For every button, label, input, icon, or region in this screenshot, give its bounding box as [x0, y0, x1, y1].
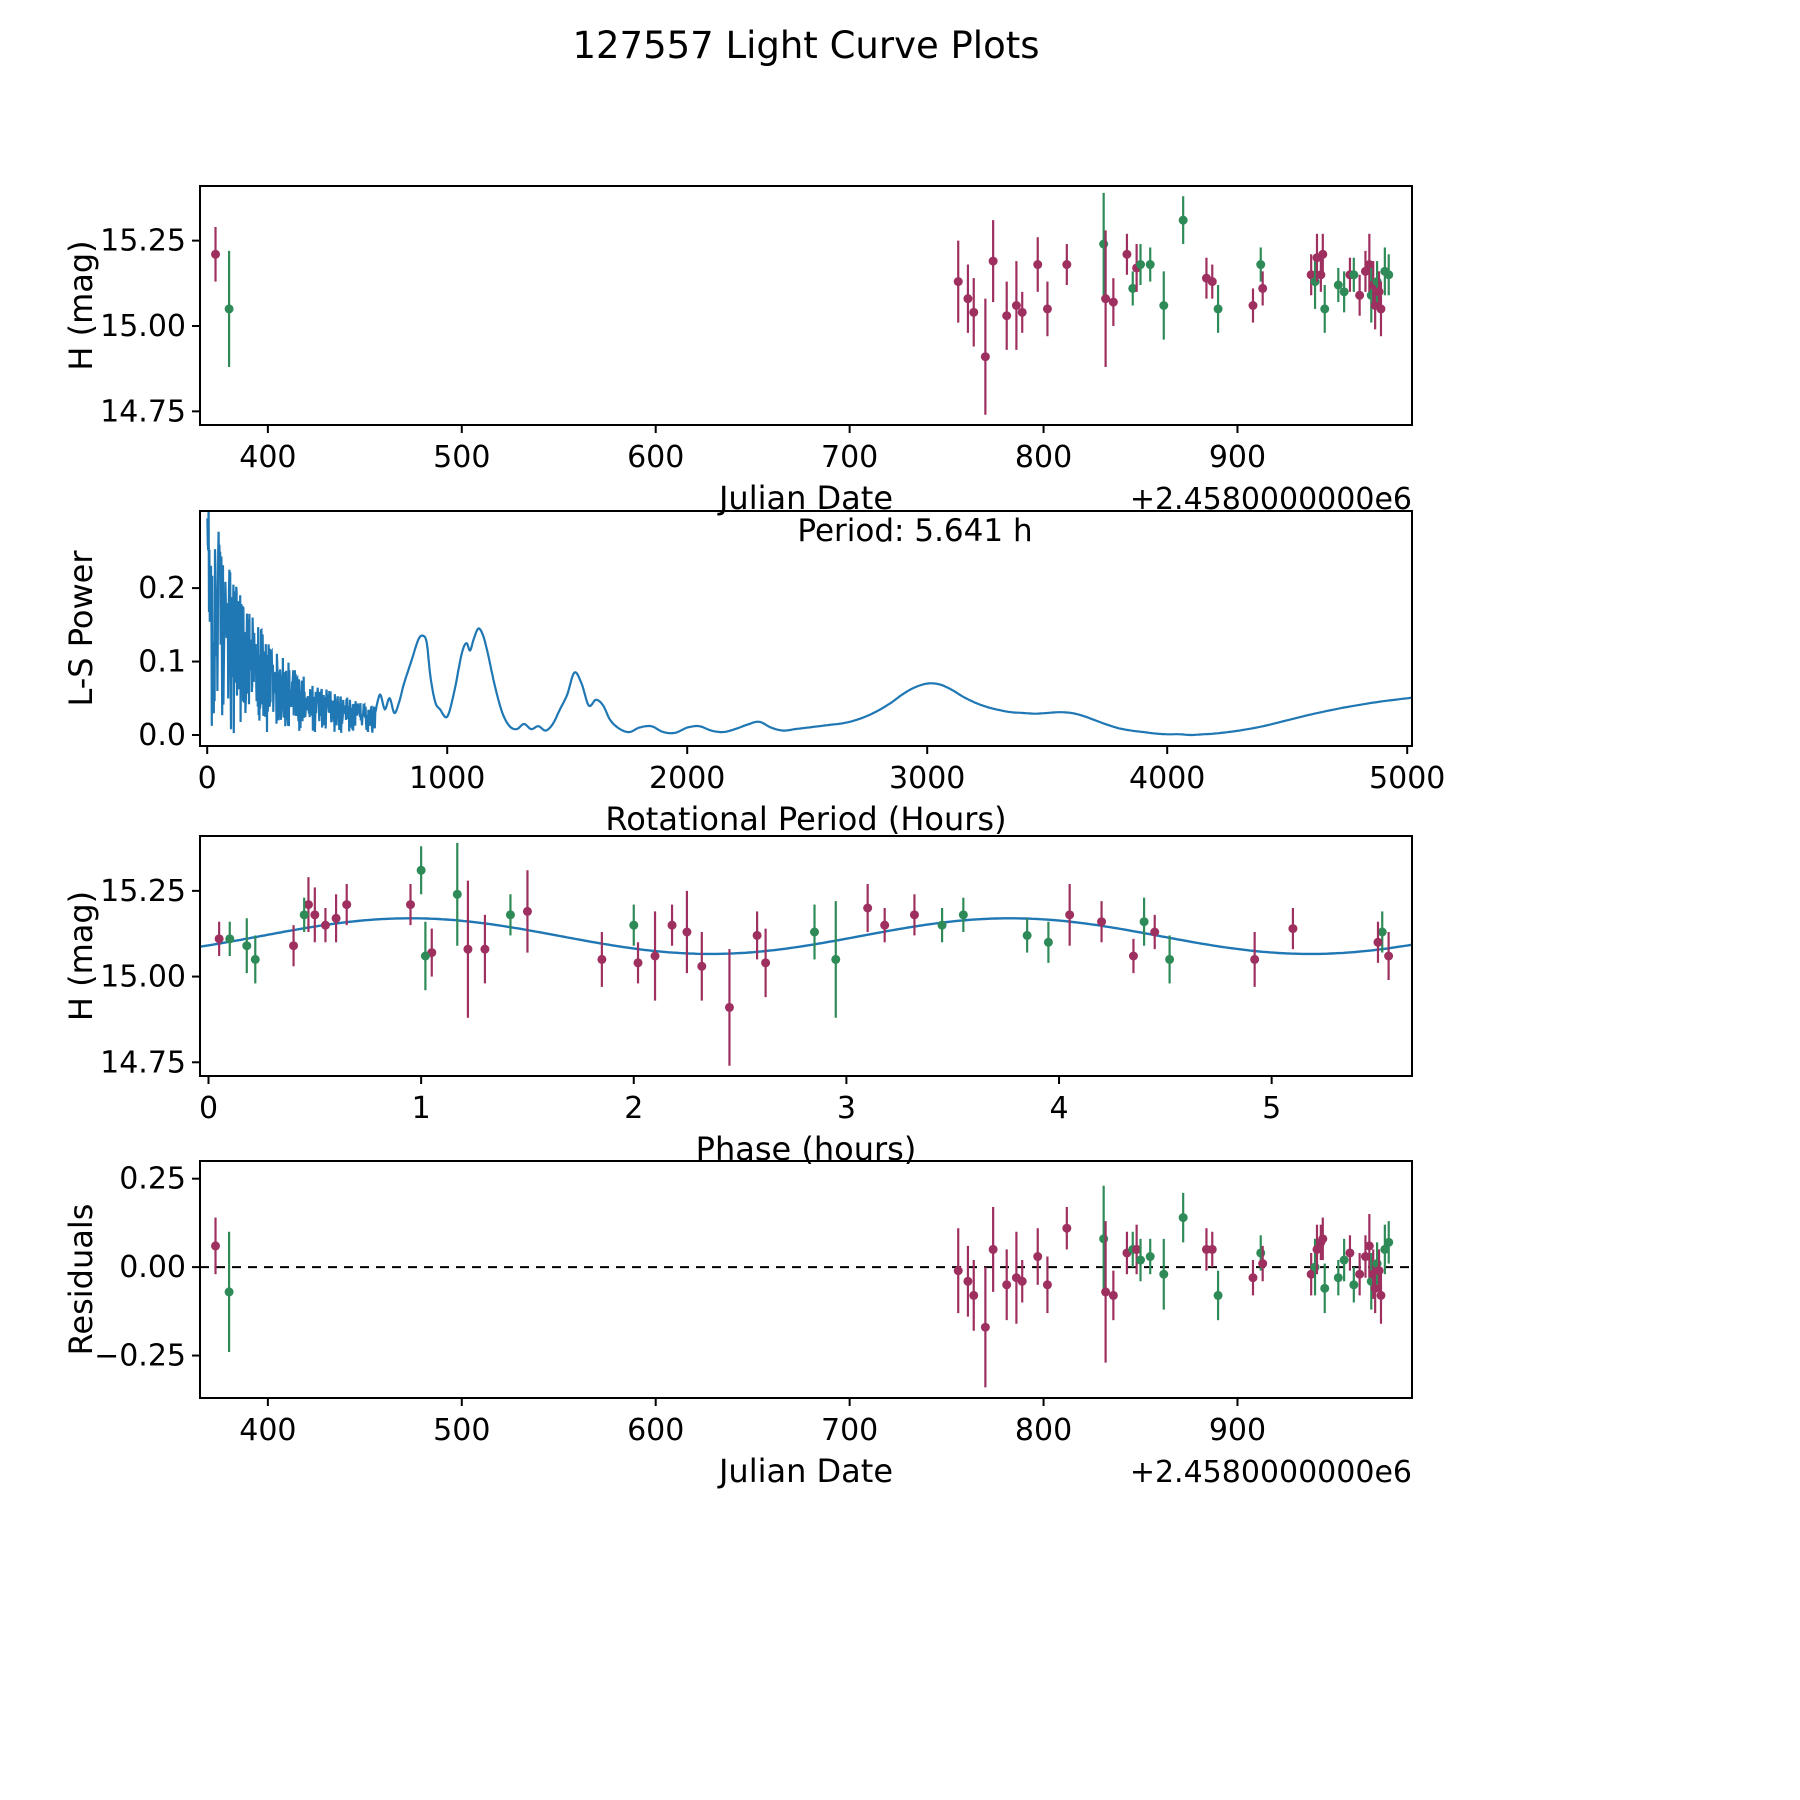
- svg-text:H (mag): H (mag): [62, 891, 100, 1021]
- svg-text:0.25: 0.25: [119, 1162, 186, 1197]
- svg-text:700: 700: [821, 1413, 878, 1448]
- svg-text:15.00: 15.00: [100, 309, 186, 344]
- svg-text:2: 2: [624, 1091, 643, 1126]
- svg-text:900: 900: [1209, 440, 1266, 475]
- svg-text:500: 500: [433, 1413, 490, 1448]
- svg-text:0.00: 0.00: [119, 1250, 186, 1285]
- svg-text:2000: 2000: [649, 761, 725, 796]
- svg-text:4: 4: [1049, 1091, 1068, 1126]
- svg-text:14.75: 14.75: [100, 394, 186, 429]
- svg-text:700: 700: [821, 440, 878, 475]
- svg-text:15.25: 15.25: [100, 874, 186, 909]
- period-annotation: Period: 5.641 h: [797, 513, 1033, 549]
- svg-text:15.25: 15.25: [100, 224, 186, 259]
- svg-text:1000: 1000: [409, 761, 485, 796]
- svg-text:0: 0: [199, 1091, 218, 1126]
- svg-text:Julian Date: Julian Date: [717, 1452, 893, 1490]
- svg-text:0.1: 0.1: [138, 645, 186, 680]
- svg-text:5: 5: [1262, 1091, 1281, 1126]
- svg-text:0: 0: [198, 761, 217, 796]
- svg-text:400: 400: [239, 440, 296, 475]
- svg-text:0.2: 0.2: [138, 571, 186, 606]
- svg-text:1: 1: [412, 1091, 431, 1126]
- svg-text:500: 500: [433, 440, 490, 475]
- svg-text:5000: 5000: [1369, 761, 1445, 796]
- svg-text:14.75: 14.75: [100, 1045, 186, 1080]
- svg-text:L-S Power: L-S Power: [62, 550, 100, 707]
- svg-text:600: 600: [627, 440, 684, 475]
- svg-text:800: 800: [1015, 440, 1072, 475]
- svg-text:4000: 4000: [1129, 761, 1205, 796]
- svg-text:400: 400: [239, 1413, 296, 1448]
- svg-text:0.0: 0.0: [138, 718, 186, 753]
- svg-text:3000: 3000: [889, 761, 965, 796]
- svg-text:Residuals: Residuals: [62, 1204, 100, 1356]
- svg-text:600: 600: [627, 1413, 684, 1448]
- svg-text:15.00: 15.00: [100, 960, 186, 995]
- svg-text:+2.4580000000e6: +2.4580000000e6: [1130, 1455, 1412, 1490]
- svg-text:900: 900: [1209, 1413, 1266, 1448]
- svg-text:−0.25: −0.25: [94, 1339, 186, 1374]
- svg-text:800: 800: [1015, 1413, 1072, 1448]
- svg-text:Rotational Period (Hours): Rotational Period (Hours): [605, 800, 1006, 838]
- svg-text:Phase (hours): Phase (hours): [696, 1130, 917, 1168]
- figure-title: 127557 Light Curve Plots: [572, 24, 1040, 67]
- svg-text:H (mag): H (mag): [62, 240, 100, 370]
- svg-text:3: 3: [837, 1091, 856, 1126]
